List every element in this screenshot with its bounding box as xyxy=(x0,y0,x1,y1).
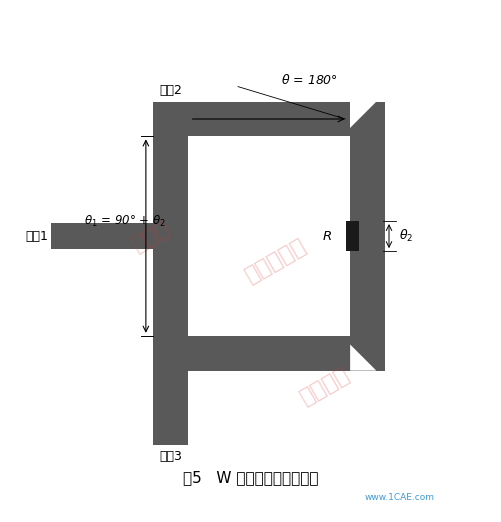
Text: 仿真在线: 仿真在线 xyxy=(297,363,353,408)
Text: 端口1: 端口1 xyxy=(26,230,49,243)
Text: 射频百花谭: 射频百花谭 xyxy=(241,235,310,287)
Text: $R$: $R$ xyxy=(322,230,332,243)
Text: www.1CAE.com: www.1CAE.com xyxy=(365,493,435,502)
Text: $\theta_2$: $\theta_2$ xyxy=(399,228,413,244)
Bar xyxy=(51,223,153,249)
Text: $\theta$ = 180°: $\theta$ = 180° xyxy=(281,73,338,87)
Text: $\theta_1$ = 90° + $\theta_2$: $\theta_1$ = 90° + $\theta_2$ xyxy=(84,213,165,229)
Bar xyxy=(153,102,385,136)
Polygon shape xyxy=(350,102,376,128)
Text: 端口2: 端口2 xyxy=(159,84,182,97)
Polygon shape xyxy=(350,345,376,371)
Bar xyxy=(346,221,359,251)
Text: 公众号: 公众号 xyxy=(128,217,173,255)
Bar xyxy=(350,102,385,371)
Bar xyxy=(153,371,188,445)
Text: 图5   W 波段功分器设计模型: 图5 W 波段功分器设计模型 xyxy=(183,470,318,485)
Text: 端口3: 端口3 xyxy=(159,450,182,464)
Bar xyxy=(153,102,188,136)
Bar xyxy=(153,136,188,336)
Bar xyxy=(153,336,385,371)
